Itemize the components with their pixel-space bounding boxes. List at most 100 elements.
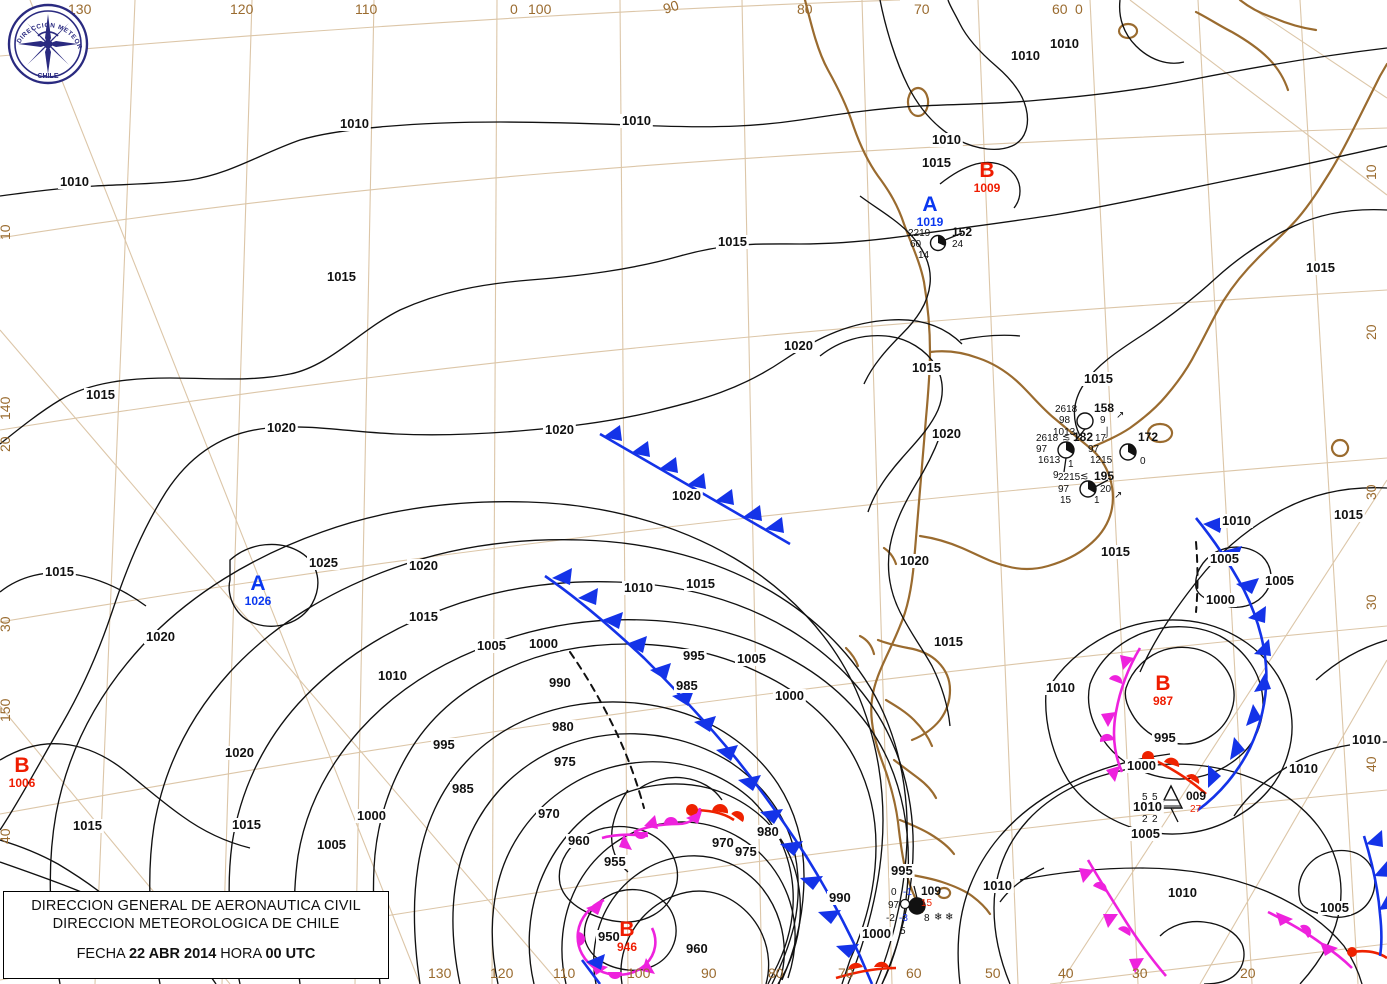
axis-labels-top: 130 120 110 0 100 90 80 70 60 0 <box>68 0 1083 17</box>
isobar-label: 1015 <box>86 387 115 402</box>
hour-value: 00 UTC <box>265 946 316 963</box>
isobar-label-group: 1020 <box>407 558 440 573</box>
svg-text:20: 20 <box>0 436 13 452</box>
isobar-label: 1005 <box>1320 900 1349 915</box>
warm-front-drake <box>835 961 897 980</box>
isobar-label-group: 1020 <box>930 426 963 441</box>
isobar-label: 1015 <box>45 564 74 579</box>
svg-text:↗: ↗ <box>1116 410 1124 421</box>
isobar-label-group: 1000 <box>355 808 388 823</box>
isobar-label: 1020 <box>267 420 296 435</box>
isobar-label: 1020 <box>672 488 701 503</box>
isobar-label: 1015 <box>686 576 715 591</box>
isobar-label: 955 <box>604 854 626 869</box>
isobar-label: 1010 <box>1046 680 1075 695</box>
isobar-label-group: 1020 <box>543 422 576 437</box>
svg-text:60: 60 <box>910 239 922 250</box>
svg-text:60: 60 <box>1052 1 1068 17</box>
cold-front-bottom-center <box>580 954 605 984</box>
isobar-label: 1015 <box>718 234 747 249</box>
isobar-label-group: 1015 <box>716 234 749 249</box>
svg-text:150: 150 <box>0 698 13 722</box>
isobar-label: 1010 <box>932 132 961 147</box>
isobar-label: 1000 <box>862 926 891 941</box>
isobar-label-group: 1005 <box>1263 573 1296 588</box>
svg-text:50: 50 <box>985 965 1001 981</box>
isobar-label: 1010 <box>340 116 369 131</box>
isobar-label-group: 950 <box>596 929 622 944</box>
svg-text:40: 40 <box>1058 965 1074 981</box>
svg-text:≲: ≲ <box>1080 471 1088 482</box>
isobar-label-group: 1000 <box>1204 592 1237 607</box>
svg-text:2618: 2618 <box>1055 404 1078 415</box>
svg-text:40: 40 <box>1363 756 1379 772</box>
isobar-label: 1005 <box>317 837 346 852</box>
svg-text:100: 100 <box>528 1 552 17</box>
isobar-label: 1005 <box>477 638 506 653</box>
svg-text:30: 30 <box>1363 594 1379 610</box>
isobar-label: 1010 <box>60 174 89 189</box>
isobar-label-group: 995 <box>431 737 457 752</box>
svg-text:182: 182 <box>1073 430 1093 444</box>
svg-text:70: 70 <box>914 1 930 17</box>
svg-text:60: 60 <box>906 965 922 981</box>
isobar-label-group: 1015 <box>932 634 965 649</box>
isobar-label: 960 <box>686 941 708 956</box>
isobar-label-group: 1015 <box>920 155 953 170</box>
isobar-label: 1005 <box>737 651 766 666</box>
isobar-label-group: 1010 <box>620 113 653 128</box>
svg-text:30: 30 <box>0 616 13 632</box>
isobar-label: 1020 <box>146 629 175 644</box>
isobar-label-group: 995 <box>681 648 707 663</box>
svg-text:0: 0 <box>510 1 518 17</box>
isobar-label-group: 1005 <box>1318 900 1351 915</box>
isobar-label: 990 <box>549 675 571 690</box>
isobar-label-group: 1015 <box>43 564 76 579</box>
svg-text:0: 0 <box>1140 456 1146 467</box>
isobar-label-group: 1015 <box>1332 507 1365 522</box>
isobar-label: 980 <box>757 824 779 839</box>
isobar-label: 1005 <box>1131 826 1160 841</box>
svg-text:20: 20 <box>1100 484 1112 495</box>
isobar-label-group: 1020 <box>898 553 931 568</box>
isobar-label: 1015 <box>922 155 951 170</box>
isobar-label-group: 1020 <box>144 629 177 644</box>
axis-labels-bottom: 130 120 110 100 90 80 70 60 50 40 30 20 <box>428 965 1256 981</box>
isobar-label: 970 <box>538 806 560 821</box>
station-plot-argentina-c: 9 2215 195 97 20 15 1 ≲ ↗ <box>1053 469 1122 506</box>
svg-text:97: 97 <box>1088 444 1100 455</box>
isobar-label: 1020 <box>932 426 961 441</box>
isobar-label-group: 1015 <box>84 387 117 402</box>
svg-text:109: 109 <box>921 884 941 898</box>
isobar-label-group: 1015 <box>684 576 717 591</box>
logo-bottom-text: CHILE <box>38 73 59 80</box>
svg-text:120: 120 <box>490 965 514 981</box>
svg-text:10: 10 <box>0 224 13 240</box>
isobar-label-group: 990 <box>547 675 573 690</box>
low-pressure-center: B 1006 <box>0 755 44 789</box>
svg-text:15: 15 <box>921 898 933 909</box>
isobar-label: 1020 <box>900 553 929 568</box>
svg-text:5: 5 <box>1152 792 1158 803</box>
svg-text:15: 15 <box>1060 495 1072 506</box>
pressure-center-letter: B <box>1155 672 1171 695</box>
svg-text:90: 90 <box>661 0 681 17</box>
station-plot-chile-north: 2219 152 60 24 14 <box>908 225 972 261</box>
isobar-label-group: 1010 <box>622 580 655 595</box>
svg-text:1613: 1613 <box>1038 455 1061 466</box>
svg-text:10: 10 <box>1363 164 1379 180</box>
isobar-label: 1015 <box>912 360 941 375</box>
high-pressure-center: A 1019 <box>908 194 952 228</box>
svg-text:172: 172 <box>1138 430 1158 444</box>
isobar-label-group: 1015 <box>1304 260 1337 275</box>
isobar-label-group: 975 <box>733 844 759 859</box>
svg-text:80: 80 <box>768 965 784 981</box>
svg-text:14: 14 <box>918 250 930 261</box>
isobar-label: 1010 <box>624 580 653 595</box>
isobar-label-group: 1015 <box>325 269 358 284</box>
isobar-label-group: 1005 <box>1208 551 1241 566</box>
occluded-front-southeast <box>1267 910 1387 969</box>
svg-text:⌡: ⌡ <box>1104 426 1110 438</box>
